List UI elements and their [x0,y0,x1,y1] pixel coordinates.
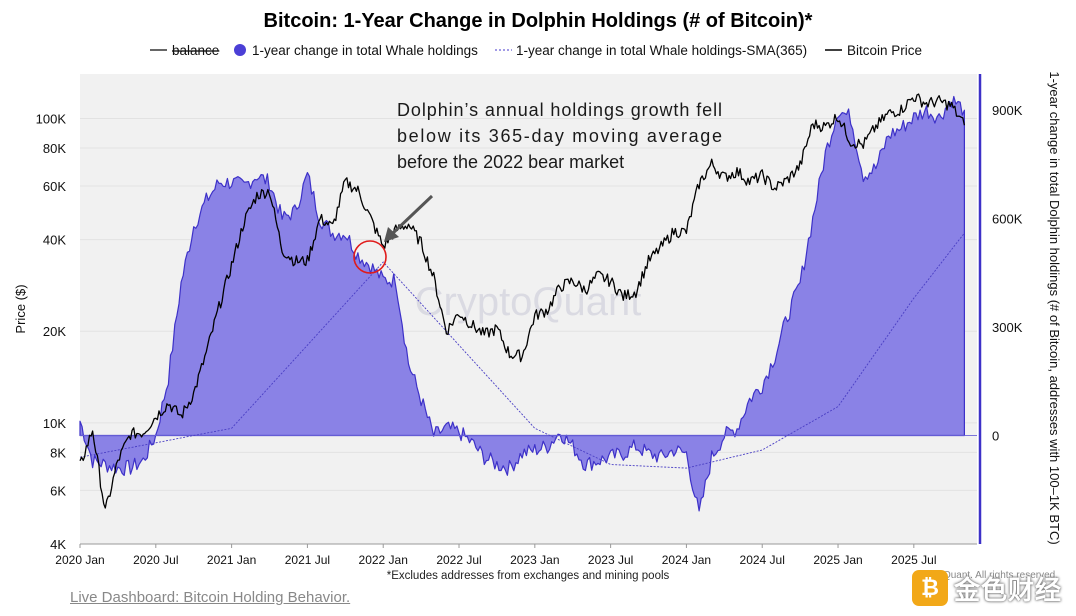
legend-label-whale-holdings: 1-year change in total Whale holdings [252,43,478,58]
left-tick-label: 4K [50,537,66,552]
left-tick-label: 6K [50,483,66,498]
legend-label-balance: balance [172,43,219,58]
left-axis-ticks: 4K 6K 8K 10K 20K 40K 60K 80K 100K [36,111,67,552]
legend-item-whale-sma[interactable]: 1-year change in total Whale holdings-SM… [495,43,807,58]
left-tick-label: 80K [43,141,66,156]
legend-item-bitcoin-price[interactable]: Bitcoin Price [825,43,922,58]
x-tick-label: 2023 Jul [588,553,633,567]
jinse-badge-text: 金色财经 [953,574,1062,605]
whale-sma-line [79,232,965,469]
left-axis-label: Price ($) [13,284,28,333]
x-tick-label: 2023 Jan [510,553,559,567]
annotation-line-1: Dolphin’s annual holdings growth fell [397,100,722,120]
x-tick-label: 2021 Jan [207,553,256,567]
left-tick-label: 40K [43,233,66,248]
legend-label-whale-sma: 1-year change in total Whale holdings-SM… [516,43,807,58]
legend-dot-icon [234,44,246,56]
x-tick-label: 2025 Jul [891,553,936,567]
annotation-arrow-head-icon [384,227,399,242]
right-axis-label: 1-year change in total Dolphin holdings … [1047,71,1062,544]
x-tick-label: 2020 Jul [133,553,178,567]
x-tick-label: 2024 Jul [740,553,785,567]
whale-holdings-area-path [79,95,965,512]
legend-label-bitcoin-price: Bitcoin Price [847,43,922,58]
legend: balance 1-year change in total Whale hol… [150,43,922,58]
highlight-circle [353,240,387,274]
live-dashboard-link[interactable]: Live Dashboard: Bitcoin Holding Behavior… [70,589,351,606]
x-tick-label: 2025 Jan [813,553,862,567]
left-tick-label: 8K [50,445,66,460]
left-tick-label: 100K [36,111,67,126]
whale-sma-path [79,232,965,469]
jinse-logo-icon: ₿ [911,570,948,606]
right-axis-ticks: 0 300K 600K 900K [992,103,1023,443]
left-tick-label: 10K [43,416,66,431]
credit-text: CryptoQuant. All rights reserved. [913,570,1058,581]
x-tick-label: 2022 Jan [359,553,408,567]
chart-title: Bitcoin: 1-Year Change in Dolphin Holdin… [264,10,813,32]
jinse-badge: ₿ 金色财经 [911,568,1062,608]
right-tick-label: 300K [992,320,1023,335]
x-tick-label: 2021 Jul [285,553,330,567]
legend-item-balance[interactable]: balance [150,43,219,58]
left-tick-label: 20K [43,324,66,339]
right-tick-label: 0 [992,429,999,444]
annotation-line-3: before the 2022 bear market [397,152,624,172]
annotation-arrow-shaft [390,194,434,236]
bitcoin-price-line [79,93,966,509]
whale-holdings-area [79,95,977,512]
right-tick-label: 600K [992,212,1023,227]
x-tick-label: 2022 Jul [436,553,481,567]
left-tick-label: 60K [43,179,66,194]
bitcoin-price-path [79,93,966,509]
annotation-line-2: below its 365-day moving average [397,126,722,146]
x-tick-label: 2020 Jan [55,553,104,567]
right-tick-label: 900K [992,103,1023,118]
x-axis-ticks: 2020 Jan 2020 Jul 2021 Jan 2021 Jul 2022 Jan… [55,544,937,567]
watermark: CryptoQuant [415,280,642,324]
annotation: Dolphin’s annual holdings growth fell be… [353,100,722,274]
x-tick-label: 2024 Jan [662,553,711,567]
footnote: *Excludes addresses from exchanges and m… [387,570,670,582]
legend-item-whale-holdings[interactable]: 1-year change in total Whale holdings [234,43,478,58]
